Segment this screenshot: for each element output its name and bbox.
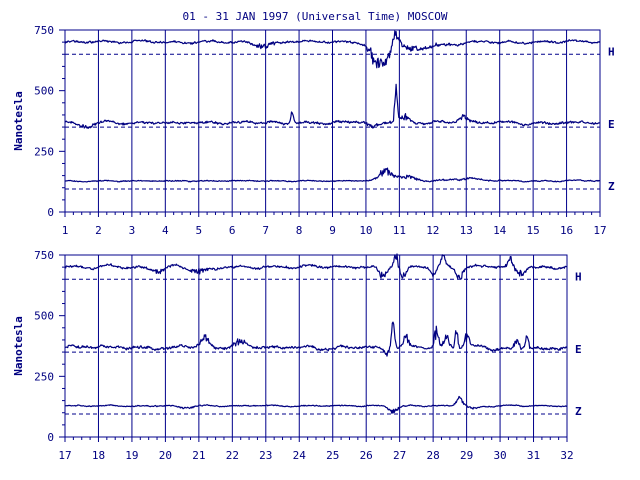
series-label-e: E: [608, 118, 615, 131]
x-tick-label: 7: [262, 224, 269, 237]
x-tick-label: 6: [229, 224, 236, 237]
series-label-e: E: [575, 343, 582, 356]
x-tick-label: 18: [92, 449, 105, 462]
x-tick-label: 21: [192, 449, 205, 462]
y-tick-label: 0: [47, 206, 54, 219]
x-tick-label: 16: [560, 224, 573, 237]
series-line-z: [64, 395, 568, 414]
x-tick-label: 31: [527, 449, 540, 462]
x-tick-label: 8: [296, 224, 303, 237]
series-line-h: [64, 30, 601, 69]
x-tick-label: 20: [159, 449, 172, 462]
x-tick-label: 23: [259, 449, 272, 462]
x-tick-label: 17: [593, 224, 606, 237]
y-tick-label: 0: [47, 431, 54, 444]
series-line-h: [64, 253, 568, 280]
series-label-z: Z: [608, 180, 615, 193]
x-tick-label: 19: [125, 449, 138, 462]
x-tick-label: 5: [195, 224, 202, 237]
x-tick-label: 13: [460, 224, 473, 237]
panel-lower: 17 18 19 20 21 22 23 24 25 26 27 28 29 30 31 32 0 250 500 7…: [12, 249, 582, 462]
x-tick-label: 29: [460, 449, 473, 462]
x-tick-label: 25: [326, 449, 339, 462]
x-tick-label: 12: [426, 224, 439, 237]
x-tick-label: 32: [560, 449, 573, 462]
x-tick-label: 11: [393, 224, 406, 237]
x-tick-label: 27: [393, 449, 406, 462]
y-tick-label: 750: [34, 24, 54, 37]
y-tick-label: 250: [34, 370, 54, 383]
y-tick-label: 500: [34, 85, 54, 98]
x-tick-label: 17: [58, 449, 71, 462]
x-tick-label: 26: [360, 449, 373, 462]
x-tick-label: 15: [527, 224, 540, 237]
y-tick-label: 750: [34, 249, 54, 262]
x-tick-label: 3: [129, 224, 136, 237]
panel-upper: 1 2 3 4 5 6 7 8 9 10 11 12 13 14 15 16 170250500750Nanot…: [12, 24, 615, 237]
x-tick-label: 24: [293, 449, 307, 462]
x-tick-label: 28: [427, 449, 440, 462]
series-label-z: Z: [575, 405, 582, 418]
y-tick-label: 500: [34, 310, 54, 323]
y-tick-label: 250: [34, 145, 54, 158]
y-axis-label: Nanotesla: [12, 316, 25, 376]
series-line-z: [64, 167, 601, 183]
x-tick-label: 30: [493, 449, 506, 462]
x-tick-label: 10: [359, 224, 372, 237]
y-axis-label: Nanotesla: [12, 91, 25, 151]
series-label-h: H: [575, 270, 582, 283]
series-line-e: [64, 83, 600, 129]
x-tick-label: 14: [493, 224, 507, 237]
x-tick-label: 1: [62, 224, 69, 237]
x-tick-label: 22: [226, 449, 239, 462]
x-tick-label: 9: [329, 224, 336, 237]
x-tick-label: 4: [162, 224, 169, 237]
series-line-e: [65, 321, 568, 357]
x-tick-label: 2: [95, 224, 102, 237]
series-label-h: H: [608, 45, 615, 58]
chart-title: 01 - 31 JAN 1997 (Universal Time) MOSCOW: [183, 10, 448, 23]
